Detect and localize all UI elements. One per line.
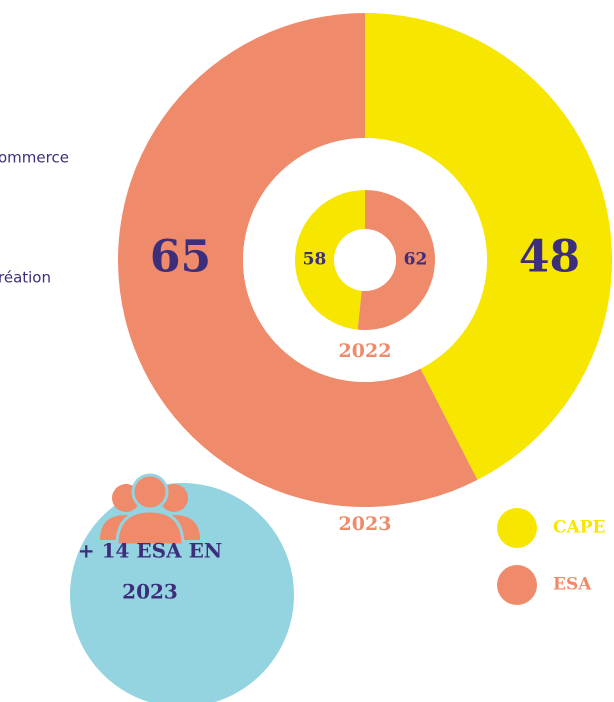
callout-text: 2023 bbox=[122, 580, 178, 604]
value-label: 62 bbox=[404, 250, 428, 270]
donut-slice bbox=[294, 190, 365, 330]
annotation: ommerce bbox=[0, 149, 69, 167]
legend-label: ESA bbox=[553, 575, 592, 595]
legend-swatch bbox=[497, 508, 537, 548]
value-label: 65 bbox=[150, 232, 211, 283]
annotation: réation bbox=[0, 269, 51, 287]
legend-label: CAPE bbox=[553, 518, 606, 538]
people-icon bbox=[100, 473, 200, 547]
chart-title: 2022 bbox=[339, 340, 392, 362]
donut-hole bbox=[334, 229, 396, 291]
value-label: 48 bbox=[519, 232, 580, 283]
donut-slice bbox=[357, 190, 435, 330]
chart-title: 2023 bbox=[339, 513, 392, 535]
value-label: 58 bbox=[303, 250, 327, 270]
donut-slice bbox=[117, 13, 478, 507]
callout-text: + 14 ESA EN bbox=[78, 539, 222, 563]
donut-slice bbox=[365, 13, 613, 480]
legend-swatch bbox=[497, 565, 537, 605]
